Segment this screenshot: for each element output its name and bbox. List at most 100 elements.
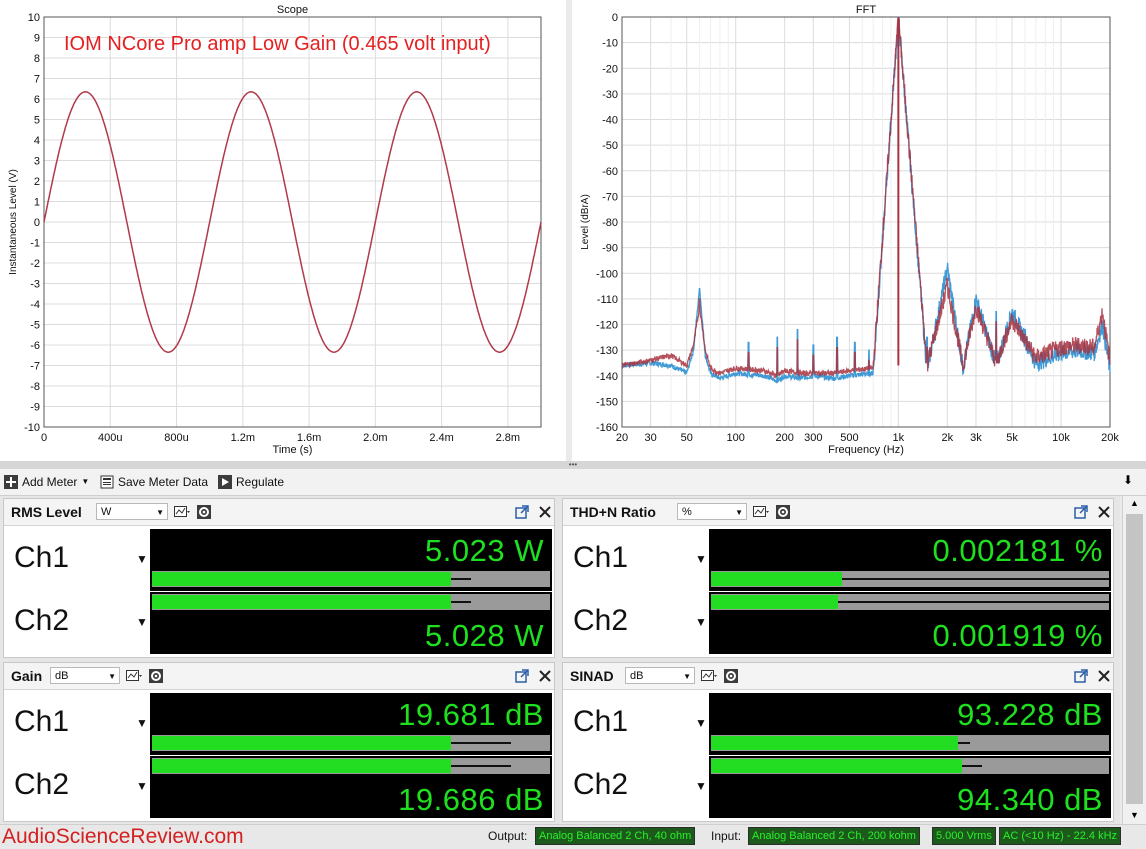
level-bar-fill bbox=[152, 572, 451, 586]
scroll-down-icon[interactable]: ▼ bbox=[1130, 810, 1139, 820]
unit-select-value: dB bbox=[55, 670, 69, 682]
level-bar bbox=[152, 758, 550, 774]
fft-ytick-label: 0 bbox=[612, 12, 618, 24]
close-icon[interactable] bbox=[537, 505, 553, 519]
fft-xtick-label: 300 bbox=[804, 432, 822, 444]
chevron-down-icon[interactable]: ▼ bbox=[136, 615, 148, 629]
panel-splitter[interactable]: ••• bbox=[0, 461, 1146, 469]
fft-chart[interactable]: FFT 0 -10 -20 -30 -40 -50 -60 -70 -80 -90 -100 -110 -… bbox=[572, 0, 1146, 461]
popout-icon[interactable] bbox=[514, 669, 530, 683]
meters-scrollbar[interactable]: ▲ ▼ bbox=[1122, 496, 1146, 824]
scope-ytick-label: -10 bbox=[24, 422, 40, 434]
level-bar bbox=[152, 594, 550, 610]
meter-header: RMS Level W ▼ bbox=[4, 499, 554, 526]
graph-options-icon[interactable] bbox=[753, 505, 769, 519]
fft-xtick-label: 20 bbox=[616, 432, 628, 444]
meter-sinad: SINAD dB ▼ Ch1 ▼ 93.228 dB Ch2 ▼ 94.340 dB bbox=[562, 662, 1114, 822]
output-label: Output: bbox=[488, 829, 528, 843]
fft-xtick-label: 30 bbox=[645, 432, 657, 444]
level-readout[interactable]: 5.000 Vrms bbox=[932, 827, 996, 845]
popout-icon[interactable] bbox=[514, 505, 530, 519]
unit-select[interactable]: W ▼ bbox=[96, 503, 168, 520]
scope-ytick-label: -7 bbox=[30, 361, 40, 373]
meter-display: 94.340 dB bbox=[709, 756, 1111, 818]
unit-select[interactable]: dB ▼ bbox=[625, 667, 695, 684]
download-icon[interactable]: ⬇ bbox=[1123, 473, 1134, 487]
meter-readout: 93.228 dB bbox=[957, 697, 1103, 732]
unit-select[interactable]: dB ▼ bbox=[50, 667, 120, 684]
gear-icon[interactable] bbox=[148, 669, 164, 683]
level-bar-peak bbox=[451, 601, 471, 603]
popout-icon[interactable] bbox=[1073, 669, 1089, 683]
level-bar-peak bbox=[842, 578, 1109, 580]
close-icon[interactable] bbox=[537, 669, 553, 683]
gear-icon[interactable] bbox=[775, 505, 791, 519]
meter-header: SINAD dB ▼ bbox=[563, 663, 1113, 690]
scope-ytick-label: 7 bbox=[34, 74, 40, 86]
fft-ytick-label: -40 bbox=[602, 115, 618, 127]
scope-panel[interactable]: Scope 10 9 8 7 6 5 4 3 2 1 0 -1 -2 -3 -4 -5 -6 -7 -8 -9 -10 0 4… bbox=[0, 0, 566, 461]
regulate-button[interactable]: Regulate bbox=[218, 473, 284, 491]
level-bar-peak bbox=[838, 601, 1109, 603]
gear-icon[interactable] bbox=[196, 505, 212, 519]
meter-readout: 94.340 dB bbox=[957, 782, 1103, 817]
scope-waveform bbox=[43, 91, 542, 353]
scope-ytick-label: -6 bbox=[30, 340, 40, 352]
fft-xtick-label: 2k bbox=[942, 432, 954, 444]
chevron-down-icon[interactable]: ▼ bbox=[136, 552, 148, 566]
scope-ytick-label: -4 bbox=[30, 299, 40, 311]
meter-toolbar: Add Meter ▼ Save Meter Data Regulate ⬇ bbox=[0, 469, 1146, 496]
chevron-down-icon[interactable]: ▼ bbox=[695, 552, 707, 566]
level-bar-peak bbox=[958, 742, 970, 744]
meter-gain: Gain dB ▼ Ch1 ▼ 19.681 dB Ch2 ▼ 19.686 dB bbox=[3, 662, 555, 822]
chevron-down-icon: ▼ bbox=[683, 672, 691, 681]
level-bar-peak bbox=[962, 765, 982, 767]
add-icon bbox=[4, 475, 18, 489]
output-config[interactable]: Analog Balanced 2 Ch, 40 ohm bbox=[535, 827, 696, 845]
scope-ytick-label: 9 bbox=[34, 33, 40, 45]
scope-xtick-label: 1.2m bbox=[231, 432, 255, 444]
level-bar bbox=[711, 594, 1109, 610]
fft-xtick-label: 100 bbox=[727, 432, 745, 444]
close-icon[interactable] bbox=[1096, 669, 1112, 683]
fft-ytick-label: -30 bbox=[602, 89, 618, 101]
meter-header: THD+N Ratio% ▼ bbox=[563, 499, 1113, 526]
fft-ytick-label: -120 bbox=[596, 320, 618, 332]
gear-icon[interactable] bbox=[723, 669, 739, 683]
chevron-down-icon[interactable]: ▼ bbox=[695, 615, 707, 629]
channel-row-1: Ch1 ▼ 19.681 dB bbox=[4, 693, 554, 757]
level-bar bbox=[711, 735, 1109, 751]
input-config[interactable]: Analog Balanced 2 Ch, 200 kohm bbox=[748, 827, 920, 845]
level-bar-peak bbox=[451, 578, 471, 580]
save-meter-data-button[interactable]: Save Meter Data bbox=[100, 473, 208, 491]
scope-ytick-label: -1 bbox=[30, 238, 40, 250]
unit-select[interactable]: % ▼ bbox=[677, 503, 747, 520]
scope-ytick-label: 4 bbox=[34, 135, 40, 147]
graph-options-icon[interactable] bbox=[701, 669, 717, 683]
fft-panel[interactable]: FFT 0 -10 -20 -30 -40 -50 -60 -70 -80 -90 -100 -110 -… bbox=[572, 0, 1146, 461]
scope-ylabel: Instantaneous Level (V) bbox=[8, 169, 19, 275]
fft-ytick-label: -100 bbox=[596, 268, 618, 280]
graph-options-icon[interactable] bbox=[174, 505, 190, 519]
bandwidth-readout[interactable]: AC (<10 Hz) - 22.4 kHz bbox=[999, 827, 1122, 845]
close-icon[interactable] bbox=[1096, 505, 1112, 519]
meter-display: 0.002181 % bbox=[709, 529, 1111, 591]
scrollbar-thumb[interactable] bbox=[1126, 514, 1143, 804]
status-bar: AudioScienceReview.com Output: Analog Ba… bbox=[0, 824, 1146, 848]
level-bar-fill bbox=[152, 736, 451, 750]
add-meter-button[interactable]: Add Meter ▼ bbox=[4, 473, 89, 491]
chevron-down-icon[interactable]: ▼ bbox=[695, 779, 707, 793]
graph-options-icon[interactable] bbox=[126, 669, 142, 683]
fft-ytick-label: -50 bbox=[602, 140, 618, 152]
chevron-down-icon[interactable]: ▼ bbox=[136, 716, 148, 730]
channel-label: Ch1 bbox=[14, 541, 70, 574]
scroll-up-icon[interactable]: ▲ bbox=[1130, 498, 1139, 508]
fft-xtick-label: 50 bbox=[681, 432, 693, 444]
meter-display: 19.686 dB bbox=[150, 756, 552, 818]
chevron-down-icon[interactable]: ▼ bbox=[136, 779, 148, 793]
popout-icon[interactable] bbox=[1073, 505, 1089, 519]
channel-label: Ch1 bbox=[14, 705, 70, 738]
scope-ytick-label: 1 bbox=[34, 197, 40, 209]
chevron-down-icon[interactable]: ▼ bbox=[695, 716, 707, 730]
